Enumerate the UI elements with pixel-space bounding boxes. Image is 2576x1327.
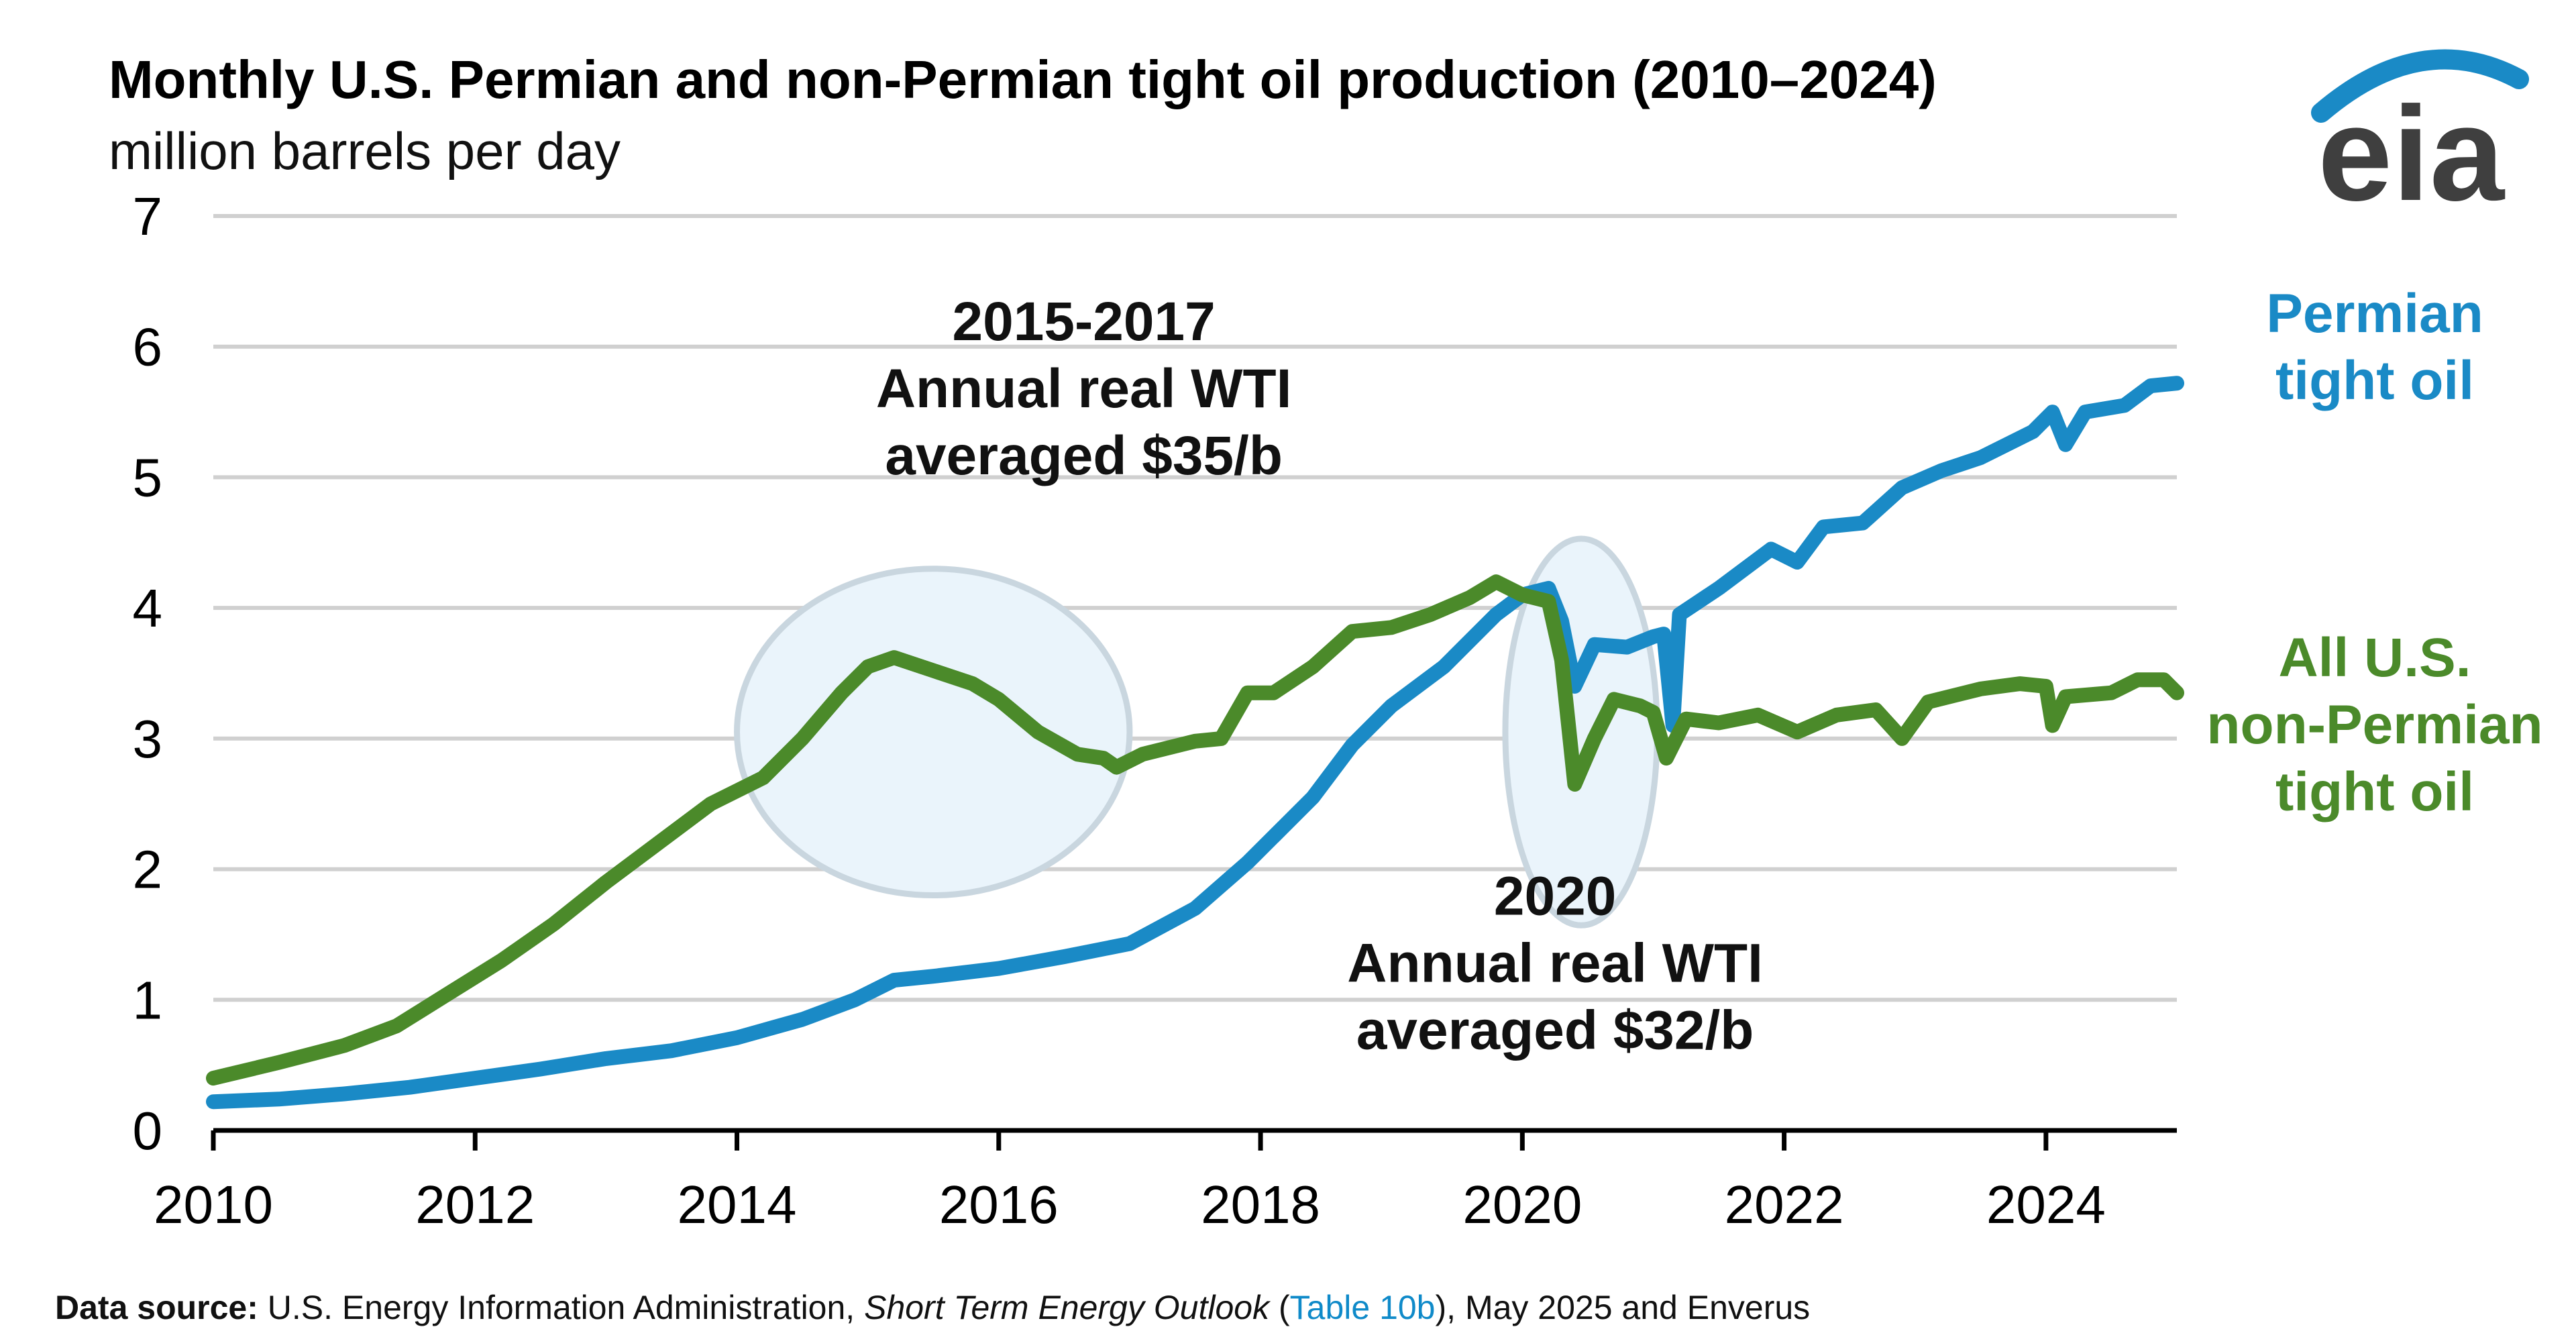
- legend-permian-line-2: tight oil: [2275, 350, 2474, 411]
- source-agency: U.S. Energy Information Administration,: [267, 1289, 855, 1326]
- x-tick-label-2018: 2018: [1201, 1175, 1320, 1234]
- eia-logo-text: eia: [2318, 79, 2506, 229]
- legend-non-permian-line-1: All U.S.: [2278, 627, 2471, 688]
- series-lines: [206, 376, 2184, 1110]
- x-tick-label-2014: 2014: [678, 1175, 797, 1234]
- x-tick-label-2022: 2022: [1725, 1175, 1844, 1234]
- chart-subtitle: million barrels per day: [109, 121, 621, 180]
- source-publication: Short Term Energy Outlook: [864, 1289, 1270, 1326]
- annotation-2015-2017-ellipse: [734, 566, 1133, 899]
- annotation-2020-line-2: Annual real WTI: [1347, 933, 1763, 994]
- annotation-2020-line-3: averaged $32/b: [1356, 1000, 1754, 1061]
- x-tick-label-2010: 2010: [154, 1175, 273, 1234]
- eia-logo-arc: [2311, 49, 2529, 123]
- legend-permian-line-1: Permian: [2266, 283, 2483, 344]
- y-tick-label-1: 1: [133, 970, 163, 1030]
- annotation-2020-line-1: 2020: [1494, 866, 1616, 927]
- data-source-note: Data source: U.S. Energy Information Adm…: [55, 1288, 1810, 1327]
- y-tick-label-6: 6: [133, 317, 163, 377]
- legend-non-permian-line-3: tight oil: [2275, 761, 2474, 822]
- y-tick-label-5: 5: [133, 447, 163, 507]
- eia-logo-icon: eia: [2311, 49, 2529, 229]
- x-tick-label-2024: 2024: [1986, 1175, 2106, 1234]
- x-tick-label-2016: 2016: [939, 1175, 1059, 1234]
- series-line-non-permian: [206, 574, 2184, 1086]
- chart-title: Monthly U.S. Permian and non-Permian tig…: [109, 50, 1937, 109]
- annotation-2015-2017-line-1: 2015-2017: [953, 291, 1216, 352]
- source-paren-close: ),: [1435, 1289, 1456, 1326]
- y-tick-label-3: 3: [133, 709, 163, 769]
- legend-non-permian-line-2: non-Permian: [2206, 694, 2542, 755]
- x-tick-label-2012: 2012: [415, 1175, 535, 1234]
- x-tick-label-2020: 2020: [1462, 1175, 1582, 1234]
- annotation-2015-2017-line-3: averaged $35/b: [885, 425, 1283, 486]
- y-axis-ticks: 0 1 2 3 4 5 6 7: [133, 187, 163, 1161]
- y-tick-label-4: 4: [133, 578, 163, 638]
- annotation-2015-2017-line-2: Annual real WTI: [876, 358, 1292, 419]
- y-tick-label-0: 0: [133, 1101, 163, 1161]
- x-axis: 2010 2012 2014 2016 2018 2020 2022 2024: [154, 1128, 2177, 1234]
- y-tick-label-7: 7: [133, 187, 163, 246]
- source-date: May 2025 and Enverus: [1464, 1289, 1811, 1326]
- source-table-link[interactable]: Table 10b: [1289, 1289, 1436, 1326]
- source-paren-open: (: [1278, 1289, 1290, 1326]
- y-tick-label-2: 2: [133, 840, 163, 900]
- source-label: Data source:: [55, 1289, 258, 1326]
